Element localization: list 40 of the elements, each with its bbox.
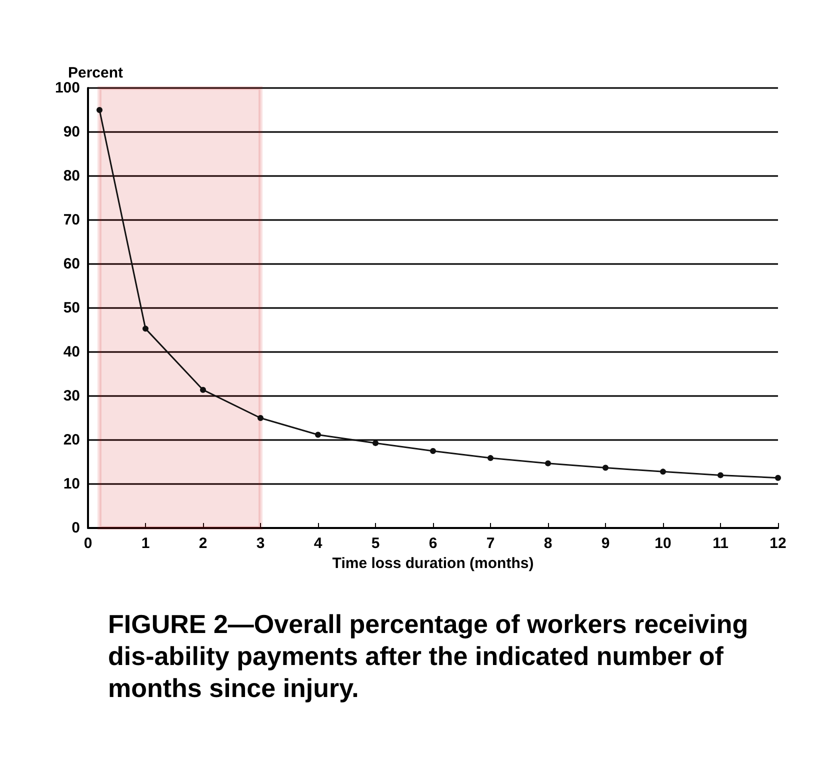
point (430, 448, 436, 454)
point (775, 474, 781, 481)
x-tick-label: 11 (712, 535, 728, 552)
point (258, 415, 264, 421)
x-tick-label: 2 (198, 535, 208, 552)
point (718, 472, 724, 478)
x-tick-label: 12 (770, 535, 786, 552)
text: FIGURE 2—Overall percentage of workers receiving dis-ability payments after the indicated number of months since injury. (108, 609, 756, 703)
y-axis-title: Percent (68, 64, 124, 82)
y-tick-label: 30 (63, 388, 80, 404)
x-tick-label: 4 (314, 535, 323, 552)
x-tick-label: 5 (371, 535, 380, 552)
y-tick-label: 10 (63, 476, 80, 492)
x-tick-label: 1 (141, 535, 150, 552)
point (200, 386, 206, 393)
x-tick-label: 3 (256, 535, 265, 552)
y-tick-label: 50 (63, 300, 80, 316)
point (315, 432, 321, 438)
point (142, 326, 148, 332)
point (660, 468, 666, 475)
point (372, 440, 378, 446)
x-tick-label: 0 (84, 535, 92, 552)
point (488, 455, 494, 462)
y-tick-label: 100 (54, 80, 80, 96)
y-tick-label: 90 (63, 124, 80, 140)
x-tick-label: 8 (544, 535, 552, 552)
x-tick-label: 9 (601, 535, 610, 552)
point (545, 460, 551, 466)
y-tick-label: 70 (63, 212, 80, 228)
point (96, 107, 102, 113)
x-tick-label: 6 (428, 535, 438, 552)
y-tick-label: 80 (63, 168, 80, 184)
x-axis-title: Time loss duration (months) (332, 554, 534, 572)
y-tick-label: 20 (63, 432, 80, 448)
x-tick-label: 7 (486, 535, 495, 552)
y-tick-label: 0 (72, 520, 80, 536)
x-tick-label: 10 (654, 535, 672, 552)
y-tick-label: 60 (63, 256, 80, 272)
point (602, 464, 608, 471)
y-tick-label: 40 (63, 344, 80, 360)
